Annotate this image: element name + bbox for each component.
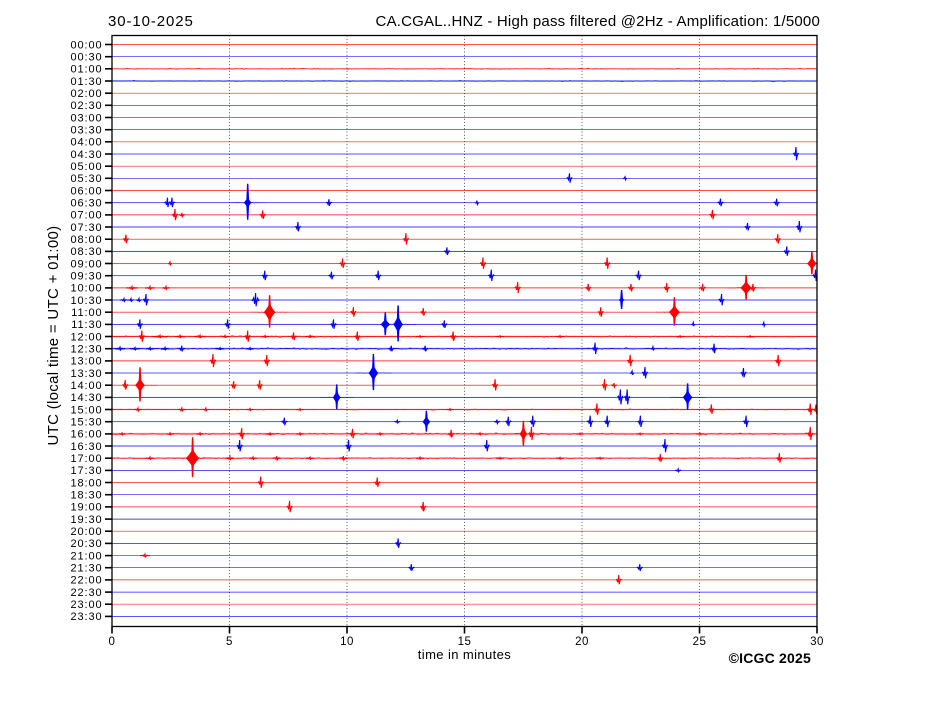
svg-text:13:30: 13:30 — [70, 368, 102, 380]
svg-text:12:30: 12:30 — [70, 344, 102, 356]
svg-text:07:00: 07:00 — [70, 210, 102, 222]
svg-text:09:00: 09:00 — [70, 258, 102, 270]
svg-text:19:30: 19:30 — [70, 514, 102, 526]
svg-text:17:30: 17:30 — [70, 465, 102, 477]
svg-text:20: 20 — [575, 636, 589, 648]
svg-text:21:00: 21:00 — [70, 550, 102, 562]
svg-text:06:00: 06:00 — [70, 185, 102, 197]
svg-text:30: 30 — [810, 636, 824, 648]
svg-text:05:00: 05:00 — [70, 161, 102, 173]
svg-text:05:30: 05:30 — [70, 173, 102, 185]
svg-text:CA.CGAL..HNZ - High pass filte: CA.CGAL..HNZ - High pass filtered @2Hz -… — [376, 13, 820, 30]
svg-text:12:00: 12:00 — [70, 331, 102, 343]
svg-text:22:30: 22:30 — [70, 587, 102, 599]
svg-text:07:30: 07:30 — [70, 222, 102, 234]
svg-text:23:00: 23:00 — [70, 599, 102, 611]
svg-text:11:00: 11:00 — [71, 307, 102, 319]
svg-text:18:30: 18:30 — [70, 490, 102, 502]
svg-text:01:00: 01:00 — [70, 64, 102, 76]
svg-text:20:30: 20:30 — [70, 538, 102, 550]
svg-text:08:30: 08:30 — [70, 246, 102, 258]
svg-text:03:30: 03:30 — [70, 125, 102, 137]
svg-text:22:00: 22:00 — [70, 575, 102, 587]
svg-text:UTC (local time = UTC + 01:00): UTC (local time = UTC + 01:00) — [45, 226, 62, 446]
svg-text:20:00: 20:00 — [70, 526, 102, 538]
svg-text:08:00: 08:00 — [70, 234, 102, 246]
svg-text:15:30: 15:30 — [70, 417, 102, 429]
svg-text:04:30: 04:30 — [70, 149, 102, 161]
svg-text:04:00: 04:00 — [70, 137, 102, 149]
svg-text:14:00: 14:00 — [70, 380, 102, 392]
svg-text:0: 0 — [109, 636, 116, 648]
svg-text:©ICGC 2025: ©ICGC 2025 — [729, 650, 811, 666]
svg-text:01:30: 01:30 — [70, 76, 102, 88]
svg-text:00:00: 00:00 — [70, 39, 102, 51]
svg-text:16:00: 16:00 — [70, 429, 102, 441]
svg-text:10:30: 10:30 — [70, 295, 102, 307]
svg-text:09:30: 09:30 — [70, 271, 102, 283]
svg-text:10: 10 — [340, 636, 354, 648]
svg-text:23:30: 23:30 — [70, 611, 102, 623]
svg-text:10:00: 10:00 — [70, 283, 102, 295]
svg-text:18:00: 18:00 — [70, 477, 102, 489]
svg-text:13:00: 13:00 — [70, 356, 102, 368]
svg-text:25: 25 — [693, 636, 707, 648]
svg-text:02:30: 02:30 — [70, 100, 102, 112]
svg-text:30-10-2025: 30-10-2025 — [108, 13, 194, 30]
svg-text:14:30: 14:30 — [70, 392, 102, 404]
svg-text:17:00: 17:00 — [70, 453, 102, 465]
svg-text:time in minutes: time in minutes — [418, 647, 512, 662]
svg-text:11:30: 11:30 — [71, 319, 102, 331]
svg-text:21:30: 21:30 — [70, 563, 102, 575]
svg-text:5: 5 — [226, 636, 233, 648]
svg-text:03:00: 03:00 — [70, 112, 102, 124]
svg-text:15:00: 15:00 — [70, 404, 102, 416]
svg-text:06:30: 06:30 — [70, 198, 102, 210]
svg-text:02:00: 02:00 — [70, 88, 102, 100]
svg-text:00:30: 00:30 — [70, 52, 102, 64]
svg-text:15: 15 — [458, 636, 472, 648]
svg-text:16:30: 16:30 — [70, 441, 102, 453]
svg-text:19:00: 19:00 — [70, 502, 102, 514]
